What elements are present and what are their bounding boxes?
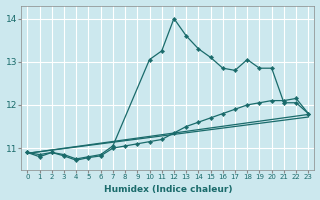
X-axis label: Humidex (Indice chaleur): Humidex (Indice chaleur) bbox=[104, 185, 232, 194]
